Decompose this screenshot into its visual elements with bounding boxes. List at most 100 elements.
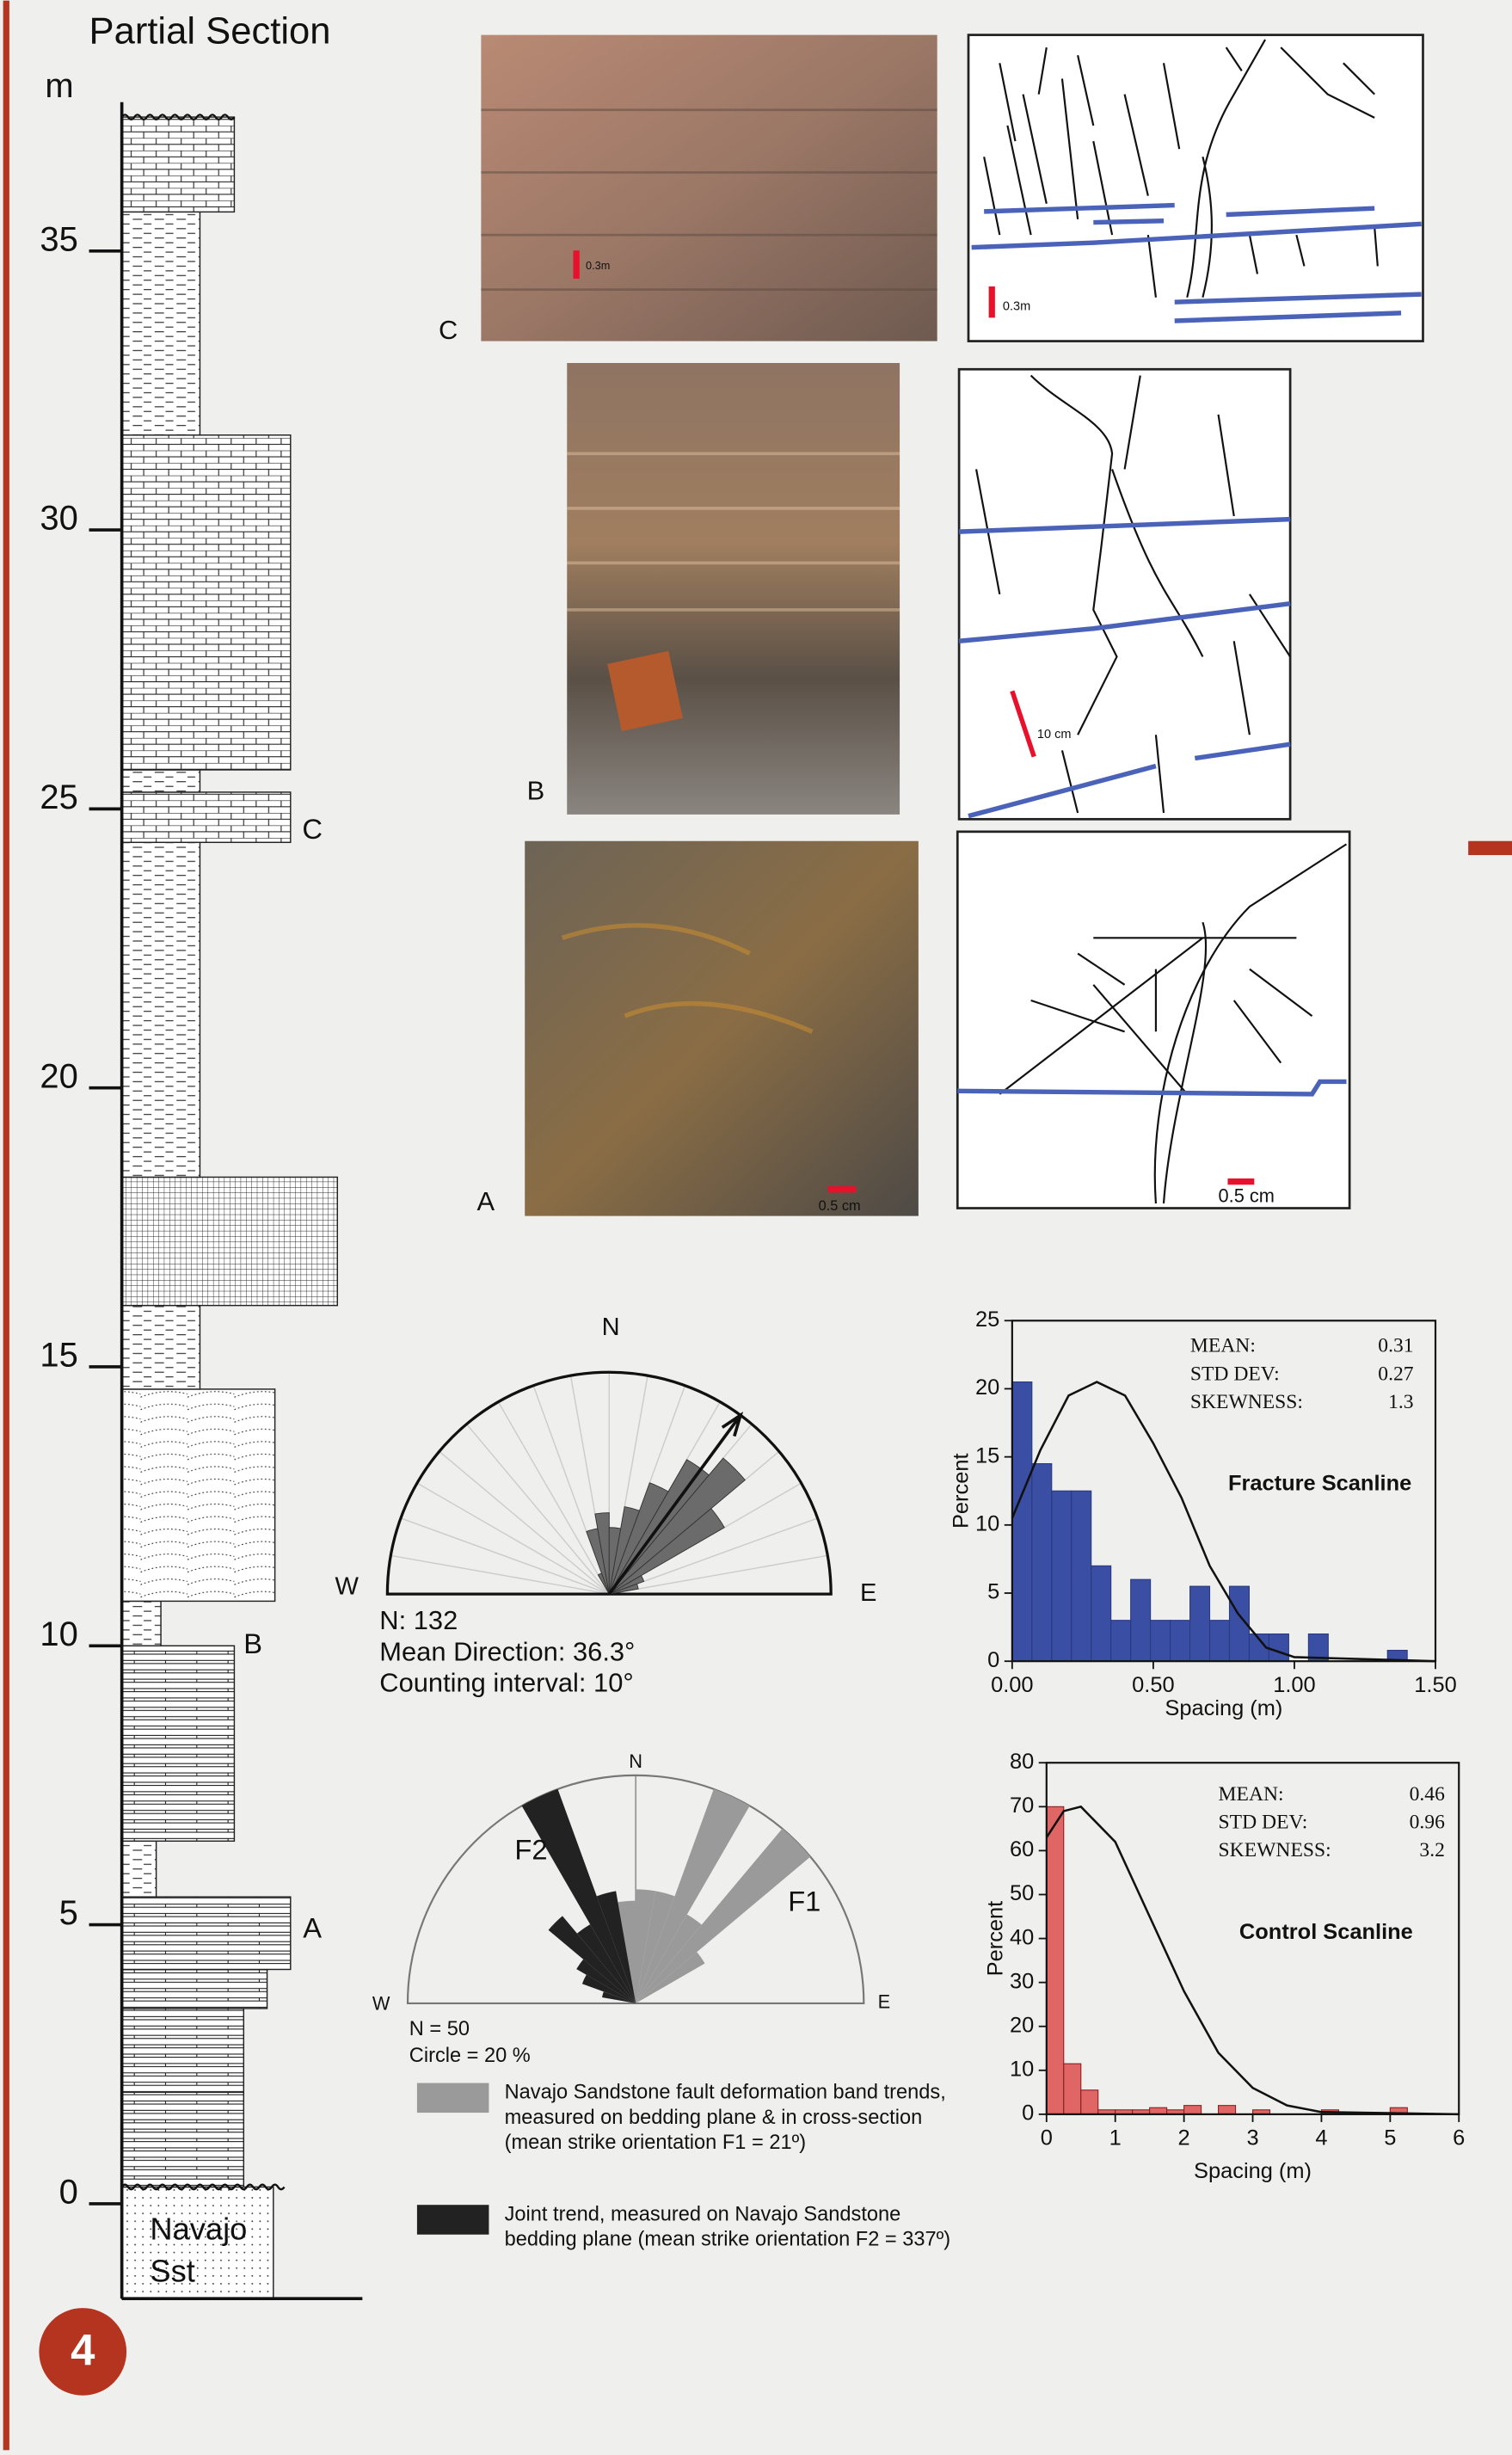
bed-label: C bbox=[302, 813, 323, 845]
y-tick-label: 30 bbox=[40, 500, 77, 538]
photo-label: A bbox=[477, 1186, 495, 1216]
bar bbox=[1111, 1621, 1131, 1662]
rose-note: Circle = 20 % bbox=[409, 2045, 531, 2067]
x-tick-label: 0.50 bbox=[1132, 1673, 1174, 1697]
bar bbox=[1072, 1491, 1091, 1661]
compass-label: E bbox=[860, 1579, 876, 1607]
lithology-unit bbox=[122, 1601, 161, 1646]
photo-c: 0.3m bbox=[481, 35, 937, 341]
photo-label: C bbox=[439, 315, 458, 345]
scale-label: 0.5 cm bbox=[819, 1198, 861, 1214]
bar bbox=[1151, 1621, 1171, 1662]
stat-value: 0.46 bbox=[1410, 1783, 1445, 1806]
rose-note: N: 132 bbox=[379, 1605, 458, 1635]
bar bbox=[1171, 1621, 1190, 1662]
scale-label: 0.3m bbox=[586, 259, 610, 272]
x-tick-label: 1 bbox=[1109, 2126, 1122, 2150]
bed-label: A bbox=[303, 1912, 322, 1944]
lithology-unit bbox=[122, 2092, 244, 2187]
bar bbox=[1064, 2064, 1081, 2114]
x-tick-label: 4 bbox=[1315, 2126, 1327, 2150]
stat-value: 0.31 bbox=[1378, 1335, 1413, 1357]
x-tick-label: 1.00 bbox=[1273, 1673, 1315, 1697]
y-axis-label: Percent bbox=[983, 1901, 1007, 1977]
lithology-unit bbox=[122, 1841, 157, 1897]
lithology-unit bbox=[122, 117, 235, 212]
x-tick-label: 6 bbox=[1453, 2126, 1465, 2150]
photo-b bbox=[567, 363, 900, 815]
x-tick-label: 2 bbox=[1178, 2126, 1190, 2150]
formation-label: Sst bbox=[150, 2254, 194, 2289]
y-tick-label: 0 bbox=[1022, 2101, 1034, 2126]
legend-swatch bbox=[417, 2205, 489, 2235]
stat-label: MEAN: bbox=[1190, 1335, 1256, 1357]
y-tick-label: 20 bbox=[1010, 2013, 1034, 2037]
section-title: Partial Section bbox=[89, 10, 331, 52]
bar bbox=[1131, 1579, 1151, 1661]
page-border bbox=[3, 1, 9, 2451]
stat-label: SKEWNESS: bbox=[1190, 1391, 1303, 1413]
y-tick-label: 20 bbox=[975, 1375, 999, 1400]
formation-label: Navajo bbox=[150, 2212, 247, 2247]
x-tick-label: 3 bbox=[1246, 2126, 1258, 2150]
y-tick-label: 35 bbox=[40, 220, 77, 258]
lithology-unit bbox=[122, 1646, 235, 1841]
chart-title: Control Scanline bbox=[1239, 1920, 1413, 1944]
bar bbox=[1190, 1586, 1210, 1661]
x-tick-label: 0 bbox=[1041, 2126, 1053, 2150]
y-tick-label: 80 bbox=[1010, 1750, 1034, 1774]
lithology-unit bbox=[122, 1969, 267, 2008]
lithology-unit bbox=[122, 1306, 200, 1389]
lithology-unit bbox=[122, 1389, 275, 1601]
scale-label: 0.5 cm bbox=[1219, 1185, 1275, 1207]
y-tick-label: 0 bbox=[987, 1648, 999, 1672]
x-tick-label: 5 bbox=[1384, 2126, 1396, 2150]
stat-label: SKEWNESS: bbox=[1219, 1839, 1331, 1861]
y-tick-label: 15 bbox=[40, 1337, 77, 1375]
bar bbox=[1047, 1806, 1064, 2114]
y-tick-label: 10 bbox=[1010, 2058, 1034, 2082]
compass-label: N bbox=[629, 1750, 642, 1772]
y-axis-label: Percent bbox=[949, 1453, 973, 1529]
chart-title: Fracture Scanline bbox=[1228, 1472, 1411, 1496]
photo-label: B bbox=[527, 776, 545, 806]
compass-label: E bbox=[878, 1991, 891, 2013]
legend-entry: Navajo Sandstone fault deformation band … bbox=[505, 2080, 974, 2189]
stat-value: 0.27 bbox=[1378, 1363, 1413, 1385]
lithology-unit bbox=[122, 212, 200, 434]
scale-label: 10 cm bbox=[1037, 728, 1072, 741]
stat-value: 1.3 bbox=[1388, 1391, 1414, 1413]
y-tick-label: 60 bbox=[1010, 1837, 1034, 1861]
legend-swatch bbox=[417, 2083, 489, 2114]
page-number: 4 bbox=[71, 2325, 95, 2374]
rose-note: N = 50 bbox=[409, 2018, 470, 2040]
legend-entry: Joint trend, measured on Navajo Sandston… bbox=[505, 2202, 974, 2311]
y-tick-label: 5 bbox=[59, 1894, 78, 1932]
y-tick-label: 10 bbox=[40, 1615, 77, 1653]
x-axis-label: Spacing (m) bbox=[1165, 1696, 1282, 1720]
compass-label: W bbox=[372, 1992, 390, 2014]
y-tick-label: 15 bbox=[975, 1443, 999, 1467]
y-tick-label: 0 bbox=[59, 2174, 78, 2212]
y-tick-label: 40 bbox=[1010, 1925, 1034, 1949]
series-label: F1 bbox=[788, 1885, 821, 1917]
lithology-unit bbox=[122, 842, 200, 1177]
lithology-unit bbox=[122, 435, 291, 770]
bar bbox=[1210, 1621, 1230, 1662]
lithology-unit bbox=[122, 1897, 291, 1969]
y-tick-label: 50 bbox=[1010, 1881, 1034, 1905]
bar bbox=[1091, 1566, 1111, 1661]
bar bbox=[1219, 2106, 1236, 2114]
sketch-a: 0.5 cm bbox=[957, 832, 1349, 1209]
y-tick-label: 25 bbox=[975, 1307, 999, 1332]
y-tick-label: 20 bbox=[40, 1057, 77, 1095]
bar bbox=[1150, 2107, 1167, 2114]
x-tick-label: 1.50 bbox=[1414, 1673, 1456, 1697]
y-tick-label: 5 bbox=[987, 1580, 999, 1604]
stat-value: 0.96 bbox=[1410, 1811, 1445, 1833]
lithology-unit bbox=[122, 792, 291, 842]
rose-note: Mean Direction: 36.3° bbox=[379, 1636, 635, 1666]
bar bbox=[1012, 1382, 1032, 1662]
y-tick-label: 30 bbox=[1010, 1969, 1034, 1993]
y-tick-label: 70 bbox=[1010, 1794, 1034, 1818]
